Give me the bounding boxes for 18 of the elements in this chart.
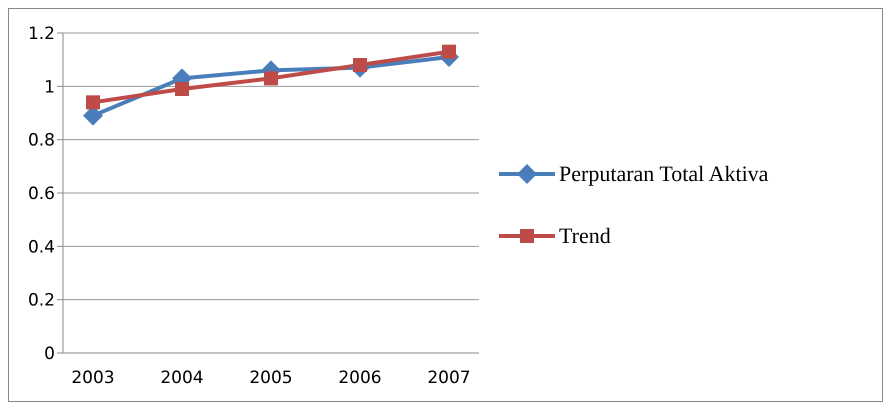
x-tick-label: 2004 bbox=[160, 368, 204, 388]
y-tick-label: 1.2 bbox=[28, 24, 55, 44]
legend-label: Trend bbox=[559, 223, 611, 249]
x-tick-label: 2005 bbox=[249, 368, 293, 388]
x-tick-label: 2003 bbox=[71, 368, 115, 388]
point bbox=[442, 44, 456, 59]
y-tick-label: 0.8 bbox=[28, 130, 55, 151]
y-tick-label: 0.6 bbox=[28, 184, 55, 204]
y-tick-label: 0 bbox=[44, 344, 55, 364]
point bbox=[175, 82, 189, 96]
point bbox=[86, 95, 100, 110]
legend-label: Perputaran Total Aktiva bbox=[559, 161, 768, 187]
point bbox=[264, 71, 278, 86]
y-tick-label: 0.2 bbox=[28, 290, 55, 311]
y-tick-label: 0.4 bbox=[28, 237, 55, 258]
x-tick-label: 2007 bbox=[427, 368, 471, 388]
y-tick-label: 1 bbox=[44, 77, 55, 98]
x-tick-label: 2006 bbox=[338, 368, 382, 388]
